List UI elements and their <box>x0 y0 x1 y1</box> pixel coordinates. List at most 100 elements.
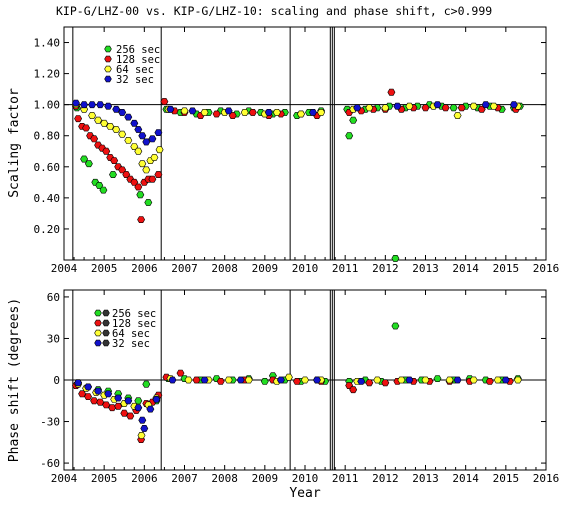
data-point <box>90 135 99 143</box>
data-point <box>168 376 177 384</box>
data-point <box>493 376 502 384</box>
y-tick-label: 0.20 <box>34 223 61 236</box>
data-point <box>421 376 430 384</box>
data-point <box>88 101 97 109</box>
x-tick-label: 2012 <box>372 472 399 485</box>
data-point <box>349 386 358 394</box>
data-point <box>138 160 147 168</box>
data-point <box>260 377 269 385</box>
data-point <box>489 102 498 110</box>
legend-entry: 128 sec <box>104 54 160 66</box>
legend-label: 64 sec <box>116 64 154 76</box>
legend-label: 128 sec <box>112 318 156 330</box>
data-point <box>146 405 155 413</box>
data-point <box>224 107 233 115</box>
data-point <box>104 390 113 398</box>
data-point <box>276 376 285 384</box>
data-point <box>154 171 163 178</box>
data-point <box>357 377 366 385</box>
series-32-sec <box>72 99 518 146</box>
x-tick-label: 2016 <box>533 472 560 485</box>
data-point <box>469 102 478 110</box>
data-point <box>421 104 430 112</box>
data-point <box>391 255 400 262</box>
x-tick-label: 2014 <box>452 262 479 275</box>
data-point <box>224 376 233 384</box>
series-128-sec <box>72 369 514 444</box>
x-tick-label: 2008 <box>211 262 238 275</box>
data-point <box>264 109 273 116</box>
data-point <box>200 109 209 116</box>
data-point <box>154 129 163 136</box>
x-tick-label: 2004 <box>51 472 78 485</box>
x-tick-label: 2016 <box>533 262 560 275</box>
data-point <box>509 101 518 109</box>
legend-entry: 32 sec <box>94 338 150 350</box>
x-tick-label: 2008 <box>211 472 238 485</box>
data-point <box>433 101 442 109</box>
data-point <box>391 322 400 330</box>
legend-label: 32 sec <box>112 338 150 350</box>
legend-label: 32 sec <box>116 74 154 86</box>
y-tick-label: 0.60 <box>34 161 61 174</box>
data-point <box>124 397 133 405</box>
legend-entry: 128 sec <box>94 318 156 330</box>
data-point <box>138 416 147 424</box>
data-point <box>317 109 326 116</box>
x-tick-label: 2011 <box>332 472 359 485</box>
data-point <box>118 130 127 138</box>
y-tick-label: 0 <box>53 374 60 387</box>
data-point <box>485 377 494 385</box>
data-point <box>353 104 362 112</box>
data-point <box>108 404 117 412</box>
data-point <box>112 126 121 133</box>
x-tick-label: 2007 <box>171 262 198 275</box>
data-point <box>244 376 253 384</box>
data-point <box>150 154 159 161</box>
x-tick-label: 2005 <box>91 262 118 275</box>
data-point <box>134 147 143 155</box>
legend-marker <box>94 329 102 337</box>
legend-marker <box>102 339 110 347</box>
scaling-factor-panel: 2004 2005 2006 2007 2008 2009 2010 2011 2012 2013… <box>7 26 560 275</box>
data-point <box>381 379 390 387</box>
y-axis-label: Phase shift (degrees) <box>7 298 22 462</box>
legend-entry: 64 sec <box>94 328 150 340</box>
legend-marker <box>104 65 112 73</box>
y-tick-label: 1.00 <box>34 99 61 112</box>
data-point <box>248 109 257 116</box>
data-point <box>112 105 121 113</box>
legend-entry: 256 sec <box>94 308 156 320</box>
data-point <box>134 397 143 405</box>
data-point <box>453 112 462 119</box>
data-point <box>192 376 201 384</box>
data-point <box>84 383 93 391</box>
data-point <box>313 376 321 384</box>
data-point <box>272 109 281 116</box>
data-point <box>240 109 249 116</box>
data-point <box>106 123 115 130</box>
y-tick-label: 0.80 <box>34 130 61 143</box>
data-point <box>216 377 225 385</box>
data-point <box>148 135 157 143</box>
x-tick-label: 2015 <box>493 472 520 485</box>
data-point <box>124 137 133 144</box>
x-tick-label: 2007 <box>171 472 198 485</box>
data-point <box>236 376 245 384</box>
data-point <box>397 376 406 384</box>
data-point <box>301 376 309 384</box>
data-point <box>284 373 293 381</box>
x-tick-label: 2004 <box>51 262 78 275</box>
y-tick-label: 30 <box>47 332 60 345</box>
legend-label: 128 sec <box>116 54 160 66</box>
legend-label: 256 sec <box>112 308 156 320</box>
phase-shift-panel: 2004 2005 2006 2007 2008 2009 2010 2011 2012 2013… <box>7 289 560 485</box>
data-point <box>96 398 105 406</box>
data-point <box>180 107 189 115</box>
legend-entry: 64 sec <box>104 64 154 76</box>
x-tick-label: 2011 <box>332 262 359 275</box>
data-point <box>349 116 358 124</box>
y-tick-label: 60 <box>47 291 60 304</box>
legend-label: 64 sec <box>112 328 150 340</box>
